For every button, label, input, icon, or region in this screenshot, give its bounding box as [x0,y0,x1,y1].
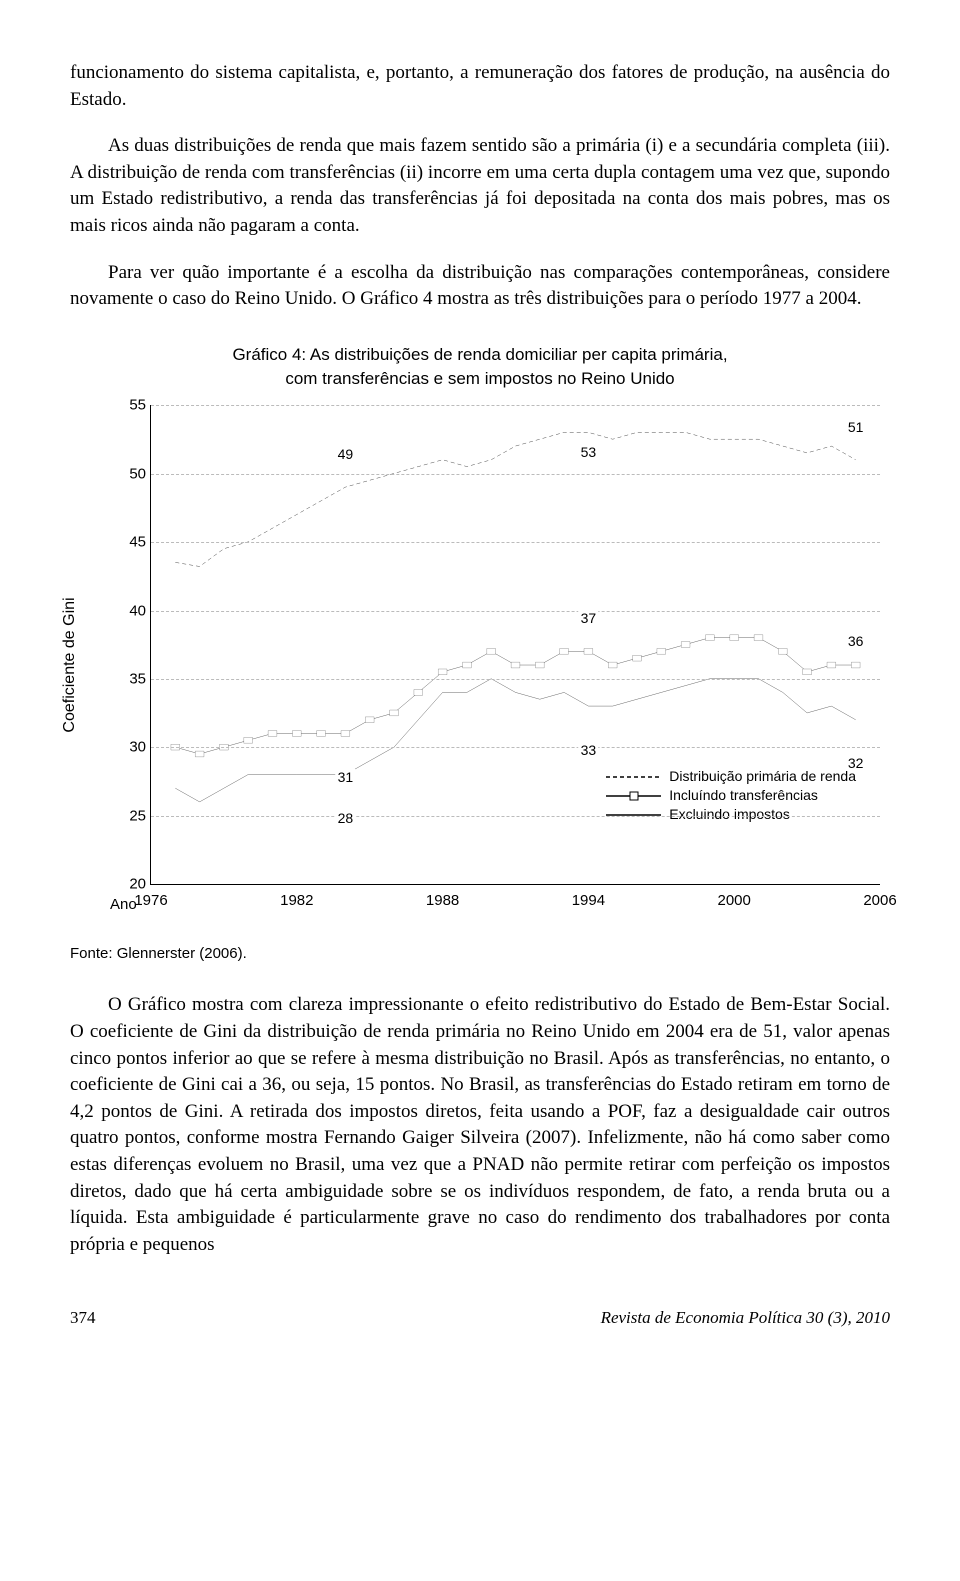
legend-item-impostos: Excluindo impostos [606,806,856,822]
series-primaria [175,433,855,567]
data-label: 37 [579,610,599,626]
grid-line [151,542,880,543]
chart-title-line1: Gráfico 4: As distribuições de renda dom… [232,345,727,364]
legend-label: Incluíndo transferências [669,787,818,803]
y-tick-label: 25 [116,807,146,824]
y-axis-label: Coeficiente de Gini [61,598,79,733]
marker [754,635,763,641]
legend: Distribuição primária de renda Incluíndo … [602,761,860,829]
y-tick-label: 20 [116,876,146,893]
y-tick-label: 40 [116,602,146,619]
y-tick-label: 55 [116,397,146,414]
marker [414,690,423,696]
chart-title-line2: com transferências e sem impostos no Rei… [285,369,674,388]
legend-label: Distribuição primária de renda [669,768,856,784]
marker [195,751,204,757]
marker [244,738,253,744]
page-footer: 374 Revista de Economia Política 30 (3),… [70,1308,890,1328]
marker [463,662,472,668]
marker [851,662,860,668]
marker [292,731,301,737]
chart-4: Gráfico 4: As distribuições de renda dom… [70,343,890,963]
grid-line [151,474,880,475]
marker [560,649,569,655]
legend-swatch [606,770,661,782]
y-tick-label: 35 [116,671,146,688]
journal-ref: Revista de Economia Política 30 (3), 201… [601,1308,890,1328]
plot-area: Distribuição primária de renda Incluíndo … [150,405,880,885]
data-label: 49 [336,446,356,462]
marker [438,669,447,675]
data-label: 33 [579,742,599,758]
grid-line [151,679,880,680]
chart-area: Coeficiente de Gini Ano Distribuição pri… [100,405,890,925]
grid-line [151,405,880,406]
legend-item-primaria: Distribuição primária de renda [606,768,856,784]
grid-line [151,611,880,612]
marker [365,717,374,723]
grid-line [151,747,880,748]
marker [535,662,544,668]
chart-source: Fonte: Glennerster (2006). [70,945,890,962]
marker [681,642,690,648]
data-label: 32 [846,755,866,771]
marker [584,649,593,655]
marker [390,710,399,716]
data-label: 51 [846,419,866,435]
marker [827,662,836,668]
marker [803,669,812,675]
marker [706,635,715,641]
marker [657,649,666,655]
paragraph-2: As duas distribuições de renda que mais … [70,133,890,239]
marker [730,635,739,641]
x-axis-label: Ano [110,896,137,913]
y-tick-label: 50 [116,465,146,482]
paragraph-3: Para ver quão importante é a escolha da … [70,260,890,313]
marker [778,649,787,655]
marker [608,662,617,668]
legend-item-transferencias: Incluíndo transferências [606,787,856,803]
x-tick-label: 1994 [572,892,605,909]
data-label: 36 [846,633,866,649]
legend-swatch [606,789,661,801]
marker [317,731,326,737]
page-number: 374 [70,1308,96,1328]
data-label: 31 [336,769,356,785]
x-tick-label: 1976 [134,892,167,909]
grid-line [151,816,880,817]
marker [511,662,520,668]
y-tick-label: 45 [116,534,146,551]
x-tick-label: 2000 [718,892,751,909]
legend-swatch [606,808,661,820]
series-transferencias [175,638,855,754]
marker [341,731,350,737]
paragraph-1: funcionamento do sistema capitalista, e,… [70,60,890,113]
marker [633,656,642,662]
data-label: 28 [336,810,356,826]
paragraph-4: O Gráfico mostra com clareza impressiona… [70,992,890,1258]
x-tick-label: 1988 [426,892,459,909]
x-tick-label: 1982 [280,892,313,909]
legend-label: Excluindo impostos [669,806,790,822]
x-tick-label: 2006 [863,892,896,909]
marker [268,731,277,737]
marker [487,649,496,655]
data-label: 53 [579,444,599,460]
y-tick-label: 30 [116,739,146,756]
chart-title: Gráfico 4: As distribuições de renda dom… [70,343,890,391]
